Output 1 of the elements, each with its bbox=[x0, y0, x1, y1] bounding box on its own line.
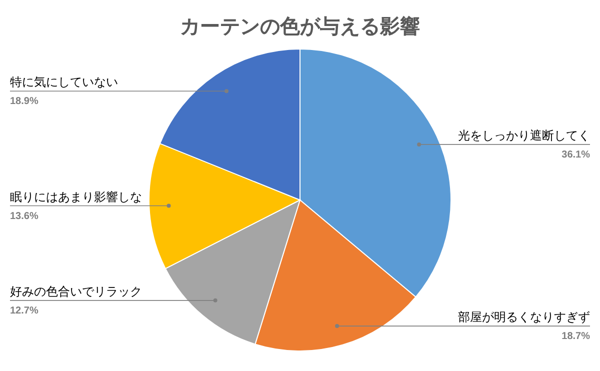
title: カーテンの色が与える影響 bbox=[180, 16, 420, 38]
